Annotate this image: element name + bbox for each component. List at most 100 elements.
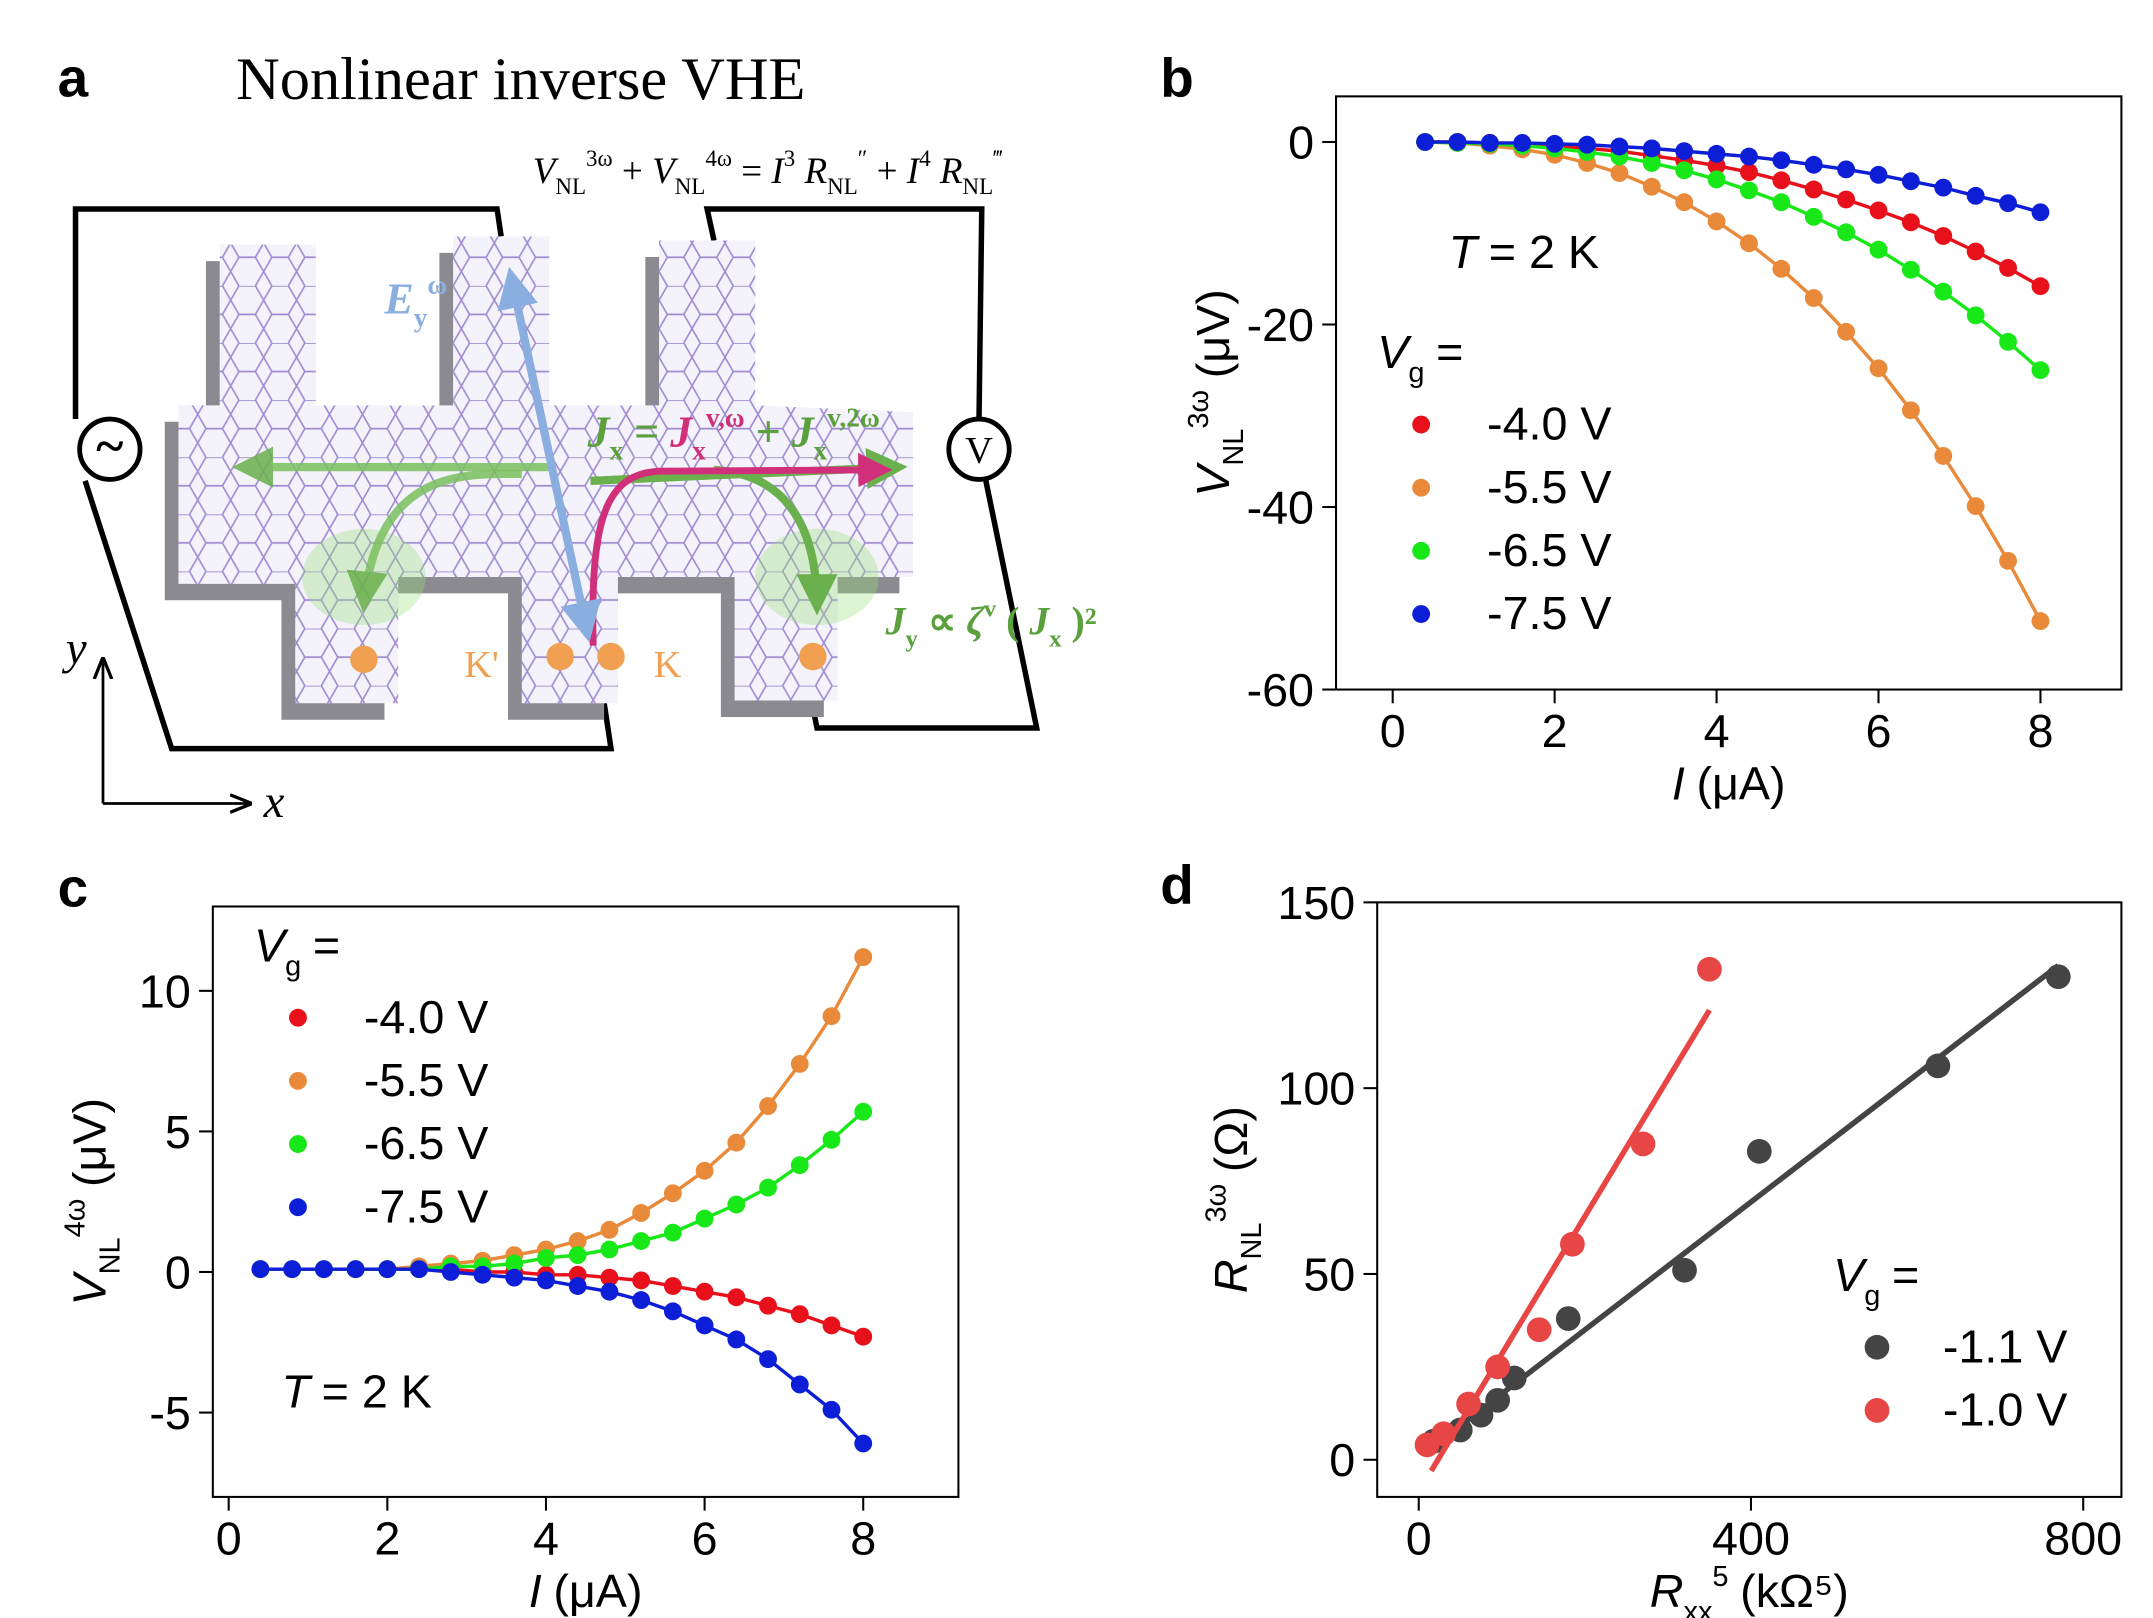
text-part: NL xyxy=(675,174,706,199)
panel-label: b xyxy=(1160,46,1194,108)
data-point xyxy=(568,1232,587,1250)
text-part: = xyxy=(1892,1249,1919,1301)
data-point xyxy=(1966,306,1985,325)
data-point xyxy=(790,1156,809,1175)
data-point xyxy=(1642,139,1661,158)
text-part: = 2 K xyxy=(322,1366,432,1418)
text-part: (μV) xyxy=(64,1098,116,1187)
text-part: (μA) xyxy=(553,1565,642,1617)
data-point xyxy=(727,1330,746,1349)
data-point xyxy=(1485,1387,1510,1413)
legend-label: -5.5 V xyxy=(1487,461,1612,513)
data-point xyxy=(537,1271,555,1290)
plot-frame xyxy=(1334,95,2123,691)
text-part: x xyxy=(692,436,706,466)
annotation: T = 2 K xyxy=(1449,226,1599,278)
data-point xyxy=(727,1195,746,1214)
text-part: J xyxy=(1028,600,1050,644)
text-part: V xyxy=(533,151,560,192)
y-tick-label: -60 xyxy=(1247,664,1314,716)
data-point xyxy=(632,1291,651,1310)
wire xyxy=(703,206,985,420)
y-tick-label: 10 xyxy=(139,965,191,1017)
chart: b0 2 4 6 80-20-40-60I (μA)VNL3ω(μV)T = 2 KVg =-… xyxy=(1160,46,2123,809)
panel-label: c xyxy=(58,856,89,918)
data-point xyxy=(1837,322,1856,341)
text-part: V xyxy=(1833,1249,1868,1301)
x-axis-label: Rxx5 (kΩ⁵) xyxy=(1650,1561,1849,1618)
legend-marker xyxy=(289,1135,307,1153)
text-part: 3ω xyxy=(1201,1184,1233,1223)
legend-marker xyxy=(289,1008,307,1027)
y-tick-label: 0 xyxy=(165,1246,191,1298)
electron xyxy=(799,642,827,671)
legend-marker xyxy=(1412,478,1431,497)
data-point xyxy=(1642,177,1661,196)
x-axis-label: I (μA) xyxy=(529,1565,643,1617)
legend-label: -7.5 V xyxy=(1487,587,1612,639)
data-point xyxy=(1675,142,1694,161)
data-point xyxy=(1804,207,1823,226)
text-part: = 2 K xyxy=(1489,226,1599,278)
text-part: 4 xyxy=(919,146,931,171)
text-part: x xyxy=(1049,626,1062,653)
data-point xyxy=(1746,1138,1772,1164)
text-part: R xyxy=(1650,1565,1684,1617)
data-point xyxy=(1837,223,1856,242)
data-point xyxy=(1901,260,1920,279)
annotation: T = 2 K xyxy=(281,1366,431,1418)
data-point xyxy=(1772,151,1791,170)
data-point xyxy=(759,1097,777,1116)
x-tick-label: 4 xyxy=(533,1513,559,1565)
data-point xyxy=(1804,180,1823,199)
data-point xyxy=(1804,155,1823,174)
data-point xyxy=(600,1240,619,1259)
text-part: R xyxy=(1205,1259,1257,1293)
electron xyxy=(597,642,625,671)
y-tick-label: 150 xyxy=(1277,877,1355,929)
x-tick-label: 2 xyxy=(1542,705,1568,757)
data-point xyxy=(600,1282,619,1301)
text-part: E xyxy=(383,274,413,323)
text-part: 3 xyxy=(784,146,795,171)
plot-frame xyxy=(1376,901,2123,1498)
data-point xyxy=(1740,163,1758,182)
text-part: (Ω) xyxy=(1205,1106,1257,1172)
data-point xyxy=(568,1277,587,1295)
x-tick-label: 2 xyxy=(374,1513,400,1565)
legend-label: -6.5 V xyxy=(364,1117,489,1169)
data-point xyxy=(1901,172,1920,191)
legend-label: -6.5 V xyxy=(1487,524,1612,576)
data-point xyxy=(1934,178,1953,197)
text-part: I xyxy=(529,1565,542,1617)
legend-marker xyxy=(1412,541,1431,560)
text-part: T xyxy=(281,1366,313,1418)
y-tick-label: 0 xyxy=(1288,116,1314,168)
text-part: V xyxy=(652,151,679,192)
data-point xyxy=(663,1277,682,1295)
text-part: J xyxy=(587,408,612,457)
data-point xyxy=(790,1305,809,1324)
data-point xyxy=(537,1249,555,1267)
text-part: = xyxy=(313,919,340,971)
text-part: J xyxy=(885,600,907,644)
text-part: J xyxy=(669,408,694,457)
text-part: 4ω xyxy=(705,146,732,171)
data-point xyxy=(822,1130,841,1149)
x-tick-label: 0 xyxy=(1406,1513,1432,1565)
transverse-label: Jy ∝ ζv(Jx)² xyxy=(885,596,1097,653)
x-tick-label: 400 xyxy=(1712,1513,1790,1565)
x-tick-label: 8 xyxy=(850,1513,876,1565)
data-point xyxy=(2031,203,2050,222)
data-point xyxy=(346,1260,365,1279)
text-part: g xyxy=(1408,357,1424,389)
text-part: v,ω xyxy=(706,403,745,433)
data-point xyxy=(632,1232,651,1250)
data-point xyxy=(2031,361,2050,380)
data-point xyxy=(1837,190,1856,209)
axis-label: x xyxy=(263,776,285,828)
y-axis-label: RNL3ω (Ω) xyxy=(1201,1106,1268,1293)
data-point xyxy=(1934,227,1953,245)
